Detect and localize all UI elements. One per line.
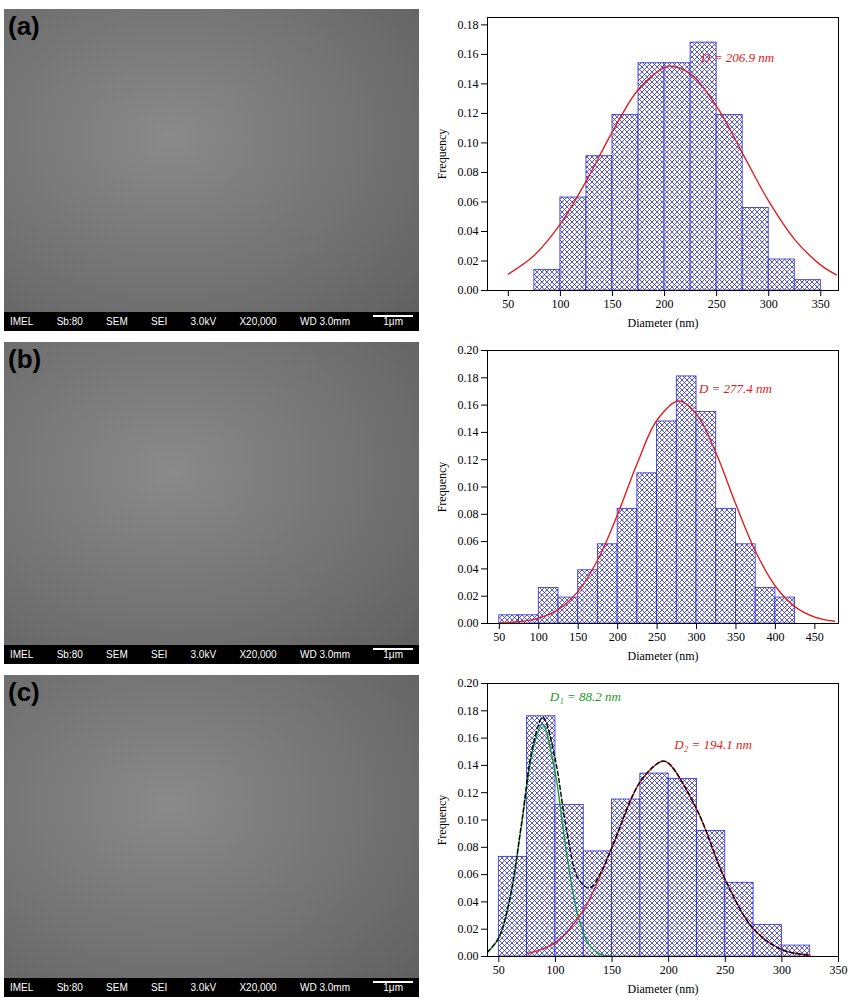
html-text:Sb:80: Sb:80 <box>56 648 83 660</box>
svg-text:0.18: 0.18 <box>458 704 479 718</box>
svg-text:0.16: 0.16 <box>458 398 479 412</box>
html-text:Sb:80: Sb:80 <box>56 315 83 327</box>
svg-text:0.14: 0.14 <box>458 758 479 772</box>
html-text:WD 3.0mm: WD 3.0mm <box>300 315 350 327</box>
html-text:IMEL: IMEL <box>10 315 34 327</box>
svg-text:0.04: 0.04 <box>458 895 479 909</box>
html-text:1μm: 1μm <box>383 982 403 993</box>
svg-text:50: 50 <box>493 963 505 977</box>
svg-text:300: 300 <box>688 630 706 644</box>
svg-text:200: 200 <box>660 963 678 977</box>
svg-text:0.20: 0.20 <box>458 343 479 357</box>
html-text:SEI: SEI <box>151 315 168 327</box>
svg-text:0.16: 0.16 <box>458 47 479 61</box>
svg-text:150: 150 <box>603 297 621 311</box>
svg-text:0.06: 0.06 <box>458 534 479 548</box>
html-text:SEM: SEM <box>106 648 128 660</box>
svg-text:0.12: 0.12 <box>458 786 479 800</box>
svg-text:400: 400 <box>766 630 784 644</box>
svg-text:150: 150 <box>603 963 621 977</box>
svg-text:250: 250 <box>716 963 734 977</box>
html-text:SEI: SEI <box>151 981 168 993</box>
svg-text:Frequency: Frequency <box>435 129 449 180</box>
svg-text:0.18: 0.18 <box>458 18 479 32</box>
svg-text:200: 200 <box>656 297 674 311</box>
svg-text:Diameter (nm): Diameter (nm) <box>628 649 699 663</box>
svg-text:200: 200 <box>609 630 627 644</box>
svg-text:0.16: 0.16 <box>458 731 479 745</box>
html-text:WD 3.0mm: WD 3.0mm <box>300 981 350 993</box>
svg-text:250: 250 <box>708 297 726 311</box>
html-text:X20,000: X20,000 <box>239 648 277 660</box>
html-text:SEM: SEM <box>106 981 128 993</box>
svg-text:100: 100 <box>530 630 548 644</box>
svg-text:0.04: 0.04 <box>458 224 479 238</box>
svg-text:0.06: 0.06 <box>458 195 479 209</box>
svg-text:0.00: 0.00 <box>458 616 479 630</box>
html-text:Sb:80: Sb:80 <box>56 981 83 993</box>
svg-text:100: 100 <box>551 297 569 311</box>
html-text:3.0kV: 3.0kV <box>190 648 217 660</box>
svg-text:0.02: 0.02 <box>458 589 479 603</box>
svg-text:50: 50 <box>493 630 505 644</box>
html-text:SEM: SEM <box>106 315 128 327</box>
svg-text:300: 300 <box>760 297 778 311</box>
html-text:3.0kV: 3.0kV <box>190 315 217 327</box>
html-text:3.0kV: 3.0kV <box>190 981 217 993</box>
html-text:(a): (a) <box>8 10 40 41</box>
svg-text:300: 300 <box>773 963 791 977</box>
html-text:IMEL: IMEL <box>10 981 34 993</box>
html-text:1μm: 1μm <box>383 649 403 660</box>
html-text:WD 3.0mm: WD 3.0mm <box>300 648 350 660</box>
svg-text:450: 450 <box>806 630 824 644</box>
svg-text:0.14: 0.14 <box>458 77 479 91</box>
svg-text:0.02: 0.02 <box>458 254 479 268</box>
html-text:X20,000: X20,000 <box>239 981 277 993</box>
svg-text:150: 150 <box>569 630 587 644</box>
svg-text:Diameter (nm): Diameter (nm) <box>628 982 699 996</box>
svg-text:0.20: 0.20 <box>458 676 479 690</box>
svg-text:0.08: 0.08 <box>458 507 479 521</box>
svg-text:0.12: 0.12 <box>458 106 479 120</box>
svg-text:0.12: 0.12 <box>458 453 479 467</box>
svg-text:0.08: 0.08 <box>458 165 479 179</box>
svg-text:350: 350 <box>812 297 830 311</box>
html-text:(b): (b) <box>8 343 42 374</box>
svg-text:350: 350 <box>727 630 745 644</box>
svg-text:0.06: 0.06 <box>458 867 479 881</box>
html-text:SEI: SEI <box>151 648 168 660</box>
svg-text:0.18: 0.18 <box>458 371 479 385</box>
svg-text:Diameter (nm): Diameter (nm) <box>628 316 699 330</box>
svg-text:100: 100 <box>546 963 564 977</box>
html-text:X20,000: X20,000 <box>239 315 277 327</box>
svg-text:0.10: 0.10 <box>458 813 479 827</box>
svg-text:0.14: 0.14 <box>458 425 479 439</box>
svg-text:250: 250 <box>648 630 666 644</box>
svg-text:0.04: 0.04 <box>458 562 479 576</box>
svg-text:Frequency: Frequency <box>435 462 449 513</box>
svg-text:50: 50 <box>502 297 514 311</box>
svg-text:0.10: 0.10 <box>458 136 479 150</box>
html-text:1μm: 1μm <box>383 316 403 327</box>
html-text:(c): (c) <box>8 676 40 707</box>
svg-text:0.08: 0.08 <box>458 840 479 854</box>
svg-text:Frequency: Frequency <box>435 795 449 846</box>
svg-text:D₂ = 194.1 nm: D₂ = 194.1 nm <box>673 737 752 752</box>
svg-text:0.02: 0.02 <box>458 922 479 936</box>
svg-text:350: 350 <box>830 963 848 977</box>
svg-text:0.00: 0.00 <box>458 283 479 297</box>
svg-text:0.00: 0.00 <box>458 949 479 963</box>
svg-text:0.10: 0.10 <box>458 480 479 494</box>
svg-text:D = 206.9 nm: D = 206.9 nm <box>700 50 774 65</box>
svg-text:D = 277.4 nm: D = 277.4 nm <box>698 381 772 396</box>
html-text:IMEL: IMEL <box>10 648 34 660</box>
svg-text:D₁ = 88.2 nm: D₁ = 88.2 nm <box>549 689 621 704</box>
